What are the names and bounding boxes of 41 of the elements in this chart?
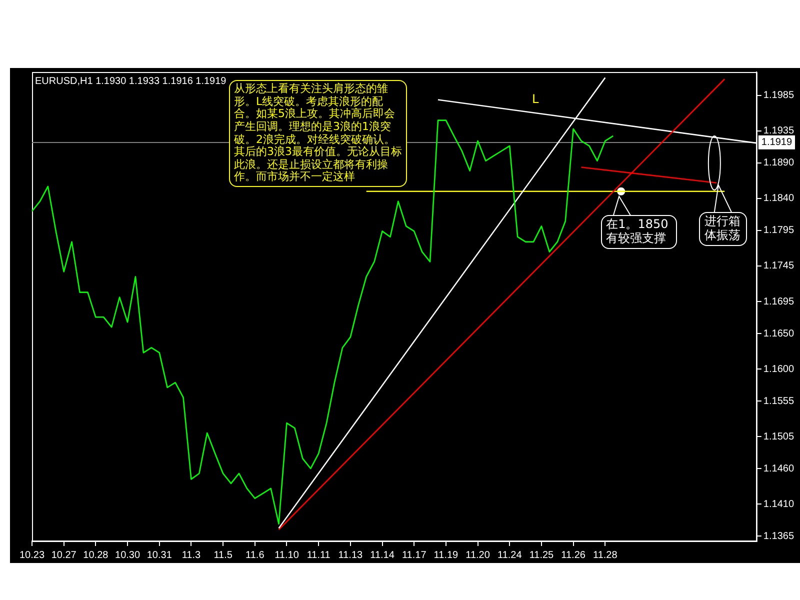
x-tick-label: 11.17 (402, 550, 427, 561)
annotation: L (532, 92, 539, 106)
x-tick-label: 11.24 (497, 550, 522, 561)
chart-title: EURUSD,H1 1.1930 1.1933 1.1916 1.1919 (35, 76, 227, 87)
annotation: 进行箱体振荡 (704, 214, 740, 242)
x-tick-label: 11.19 (434, 550, 459, 561)
x-tick-label: 11.14 (370, 550, 395, 561)
y-tick-label: 1.1745 (763, 260, 794, 272)
x-tick-label: 11.28 (593, 550, 618, 561)
x-tick-label: 11.13 (338, 550, 363, 561)
y-tick-label: 1.1650 (763, 328, 794, 340)
x-tick-label: 11.25 (529, 550, 554, 561)
x-tick-label: 11.11 (306, 550, 331, 561)
y-tick-label: 1.1985 (763, 90, 794, 102)
x-tick-label: 11.26 (561, 550, 586, 561)
y-tick-label: 1.1460 (763, 463, 794, 474)
y-tick-label: 1.1555 (763, 396, 794, 407)
x-tick-label: 10.23 (19, 550, 45, 561)
y-tick-label: 1.1365 (763, 530, 794, 542)
x-tick-label: 11.6 (246, 550, 265, 561)
y-tick-label: 1.1505 (763, 431, 794, 442)
annotation: 在1。1850有较强支撑 (606, 217, 668, 246)
x-tick-label: 11.5 (214, 550, 233, 561)
callout-box: 从形态上看有关注头肩形态的雏形。L线突破。考虑其浪形的配合。如某5浪上攻。其冲高后即会产生回调。理想的是3浪的1浪突破。2浪完成。对经线突破确认。其后的3浪3最有价值。无论从目标此浪。还是止损设立都将有利操作。而市场并不一定这样 (229, 80, 407, 188)
y-tick-label: 1.1840 (763, 193, 794, 204)
y-tick-label: 1.1935 (763, 126, 794, 137)
x-tick-label: 10.30 (115, 550, 140, 561)
ref-line-label: 1.1919 (761, 137, 792, 148)
x-tick-label: 10.31 (146, 550, 172, 561)
x-tick-label: 11.20 (466, 550, 490, 561)
y-tick-label: 1.1795 (763, 225, 794, 236)
y-tick-label: 1.1890 (763, 158, 794, 169)
callout-box: 在1。1850有较强支撑 (601, 215, 678, 249)
y-tick-label: 1.1695 (763, 296, 794, 308)
x-tick-label: 11.10 (274, 550, 300, 561)
x-tick-label: 10.28 (83, 550, 109, 561)
y-tick-label: 1.1600 (763, 364, 794, 375)
y-tick-label: 1.1410 (763, 498, 794, 510)
x-tick-label: 10.27 (51, 550, 77, 561)
x-tick-label: 11.3 (182, 550, 202, 561)
callout-box: 进行箱体振荡 (699, 212, 748, 246)
